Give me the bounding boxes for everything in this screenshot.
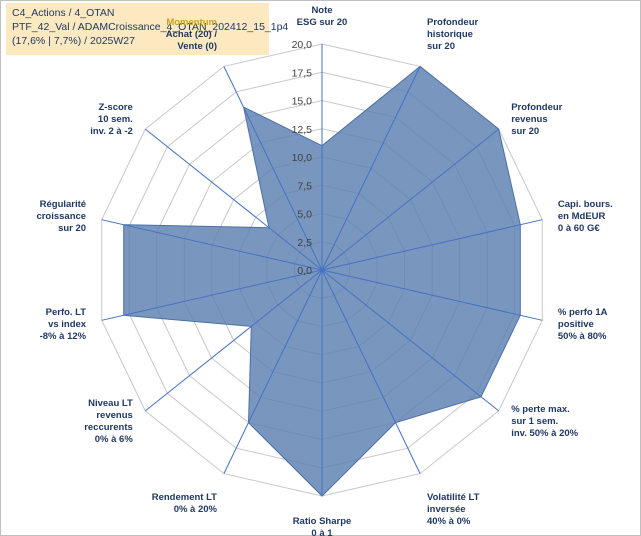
axis-label-10-line-1: vs index xyxy=(48,319,87,330)
axis-label-13-line-0: Momentum xyxy=(166,17,217,28)
axis-label-11-line-1: croissance xyxy=(36,211,86,222)
axis-spoke-8 xyxy=(223,269,323,474)
axis-label-5: % perte max. sur 1 sem. inv. 50% à 20% xyxy=(511,404,578,439)
axis-label-9-line-0: Niveau LT xyxy=(88,398,133,409)
axis-label-1-line-0: Profondeur xyxy=(427,17,478,28)
info-line-3: (17,6% | 7,7%) / 2025W27 xyxy=(12,35,135,47)
axis-label-2-line-0: Profondeur xyxy=(511,102,562,113)
axis-label-5-line-2: inv. 50% à 20% xyxy=(511,428,578,439)
axis-spoke-9 xyxy=(144,269,323,412)
axis-label-1-line-1: historique xyxy=(427,29,473,40)
axis-label-7-line-0: Ratio Sharpe xyxy=(293,516,352,527)
axis-label-0-line-0: Note xyxy=(311,5,332,16)
tick-label-0: 0,0 xyxy=(297,265,312,277)
axis-label-4: % perfo 1A positive 50% à 80% xyxy=(558,307,608,342)
axis-label-13-line-2: Vente (0) xyxy=(177,41,217,52)
axis-label-4-line-0: % perfo 1A xyxy=(558,307,608,318)
axis-label-9-line-3: 0% à 6% xyxy=(95,434,134,445)
axis-spoke-11 xyxy=(101,219,323,271)
axis-label-0-line-1: ESG sur 20 xyxy=(297,17,348,28)
axis-label-8: Rendement LT 0% à 20% xyxy=(152,492,218,515)
portfolio-info-box: C4_Actions / 4_OTAN PTF_42_Val / ADAMCro… xyxy=(6,3,289,55)
axis-label-3-line-2: 0 à 60 G€ xyxy=(558,223,600,234)
axis-label-6: Volatilité LT inversée 40% à 0% xyxy=(427,492,480,527)
axis-label-2-line-2: sur 20 xyxy=(511,126,539,137)
axis-spoke-6 xyxy=(321,269,421,474)
axis-label-2: Profondeur revenus sur 20 xyxy=(511,102,562,137)
info-line-2: PTF_42_Val / ADAMCroissance_4_OTAN_20241… xyxy=(12,21,289,33)
axis-spoke-2 xyxy=(321,128,500,271)
axis-spoke-10 xyxy=(101,269,323,321)
axis-label-8-line-1: 0% à 20% xyxy=(174,504,218,515)
tick-label-8: 20,0 xyxy=(292,39,313,51)
axis-label-5-line-0: % perte max. xyxy=(511,404,570,415)
axis-label-3-line-1: en MdEUR xyxy=(558,211,606,222)
tick-label-7: 17,5 xyxy=(292,67,313,79)
axis-label-12-line-0: Z-score xyxy=(98,102,132,113)
axis-spoke-12 xyxy=(144,128,323,271)
axis-label-10: Perfo. LT vs index -8% à 12% xyxy=(40,307,87,342)
axis-label-5-line-1: sur 1 sem. xyxy=(511,416,558,427)
axis-spoke-3 xyxy=(321,219,543,271)
axis-label-7-line-1: 0 à 1 xyxy=(311,528,333,536)
axis-label-3-line-0: Capi. bours. xyxy=(558,199,613,210)
axis-spoke-13 xyxy=(223,66,323,271)
axis-label-8-line-0: Rendement LT xyxy=(152,492,217,503)
axis-label-6-line-1: inversée xyxy=(427,504,466,515)
axis-label-13: Momentum Achat (20) / Vente (0) xyxy=(166,17,218,52)
axis-label-12-line-2: inv. 2 à -2 xyxy=(90,126,133,137)
axis-label-1: Profondeur historique sur 20 xyxy=(427,17,478,52)
axis-label-13-line-1: Achat (20) / xyxy=(166,29,218,40)
axis-label-11-line-0: Régularité xyxy=(40,199,86,210)
tick-label-4: 10,0 xyxy=(292,152,313,164)
tick-label-1: 2,5 xyxy=(297,237,312,249)
axis-label-0: Note ESG sur 20 xyxy=(297,5,348,28)
tick-label-3: 7,5 xyxy=(297,180,312,192)
axis-label-11: Régularité croissance sur 20 xyxy=(36,199,86,234)
axis-label-7: Ratio Sharpe 0 à 1 xyxy=(293,516,352,536)
info-line-1: C4_Actions / 4_OTAN xyxy=(12,7,115,19)
tick-label-2: 5,0 xyxy=(297,209,312,221)
axis-spoke-5 xyxy=(321,269,500,412)
axis-label-12-line-1: 10 sem. xyxy=(98,114,133,125)
axis-label-4-line-2: 50% à 80% xyxy=(558,331,607,342)
axis-label-9-line-1: revenus xyxy=(96,410,132,421)
tick-label-5: 12,5 xyxy=(292,124,313,136)
axis-label-3: Capi. bours. en MdEUR 0 à 60 G€ xyxy=(558,199,613,234)
axis-label-9: Niveau LT revenus reccurents 0% à 6% xyxy=(84,398,133,445)
tick-label-6: 15,0 xyxy=(292,96,313,108)
axis-label-1-line-2: sur 20 xyxy=(427,41,455,52)
axis-spoke-4 xyxy=(321,269,543,321)
axis-label-6-line-0: Volatilité LT xyxy=(427,492,480,503)
axis-label-12: Z-score 10 sem. inv. 2 à -2 xyxy=(90,102,133,137)
axis-label-10-line-2: -8% à 12% xyxy=(40,331,87,342)
axis-label-11-line-2: sur 20 xyxy=(58,223,86,234)
axis-label-4-line-1: positive xyxy=(558,319,594,330)
axis-label-10-line-0: Perfo. LT xyxy=(46,307,87,318)
axis-label-6-line-2: 40% à 0% xyxy=(427,516,471,527)
axis-spoke-1 xyxy=(321,66,421,271)
axis-label-2-line-1: revenus xyxy=(511,114,547,125)
axis-label-9-line-2: reccurents xyxy=(84,422,133,433)
